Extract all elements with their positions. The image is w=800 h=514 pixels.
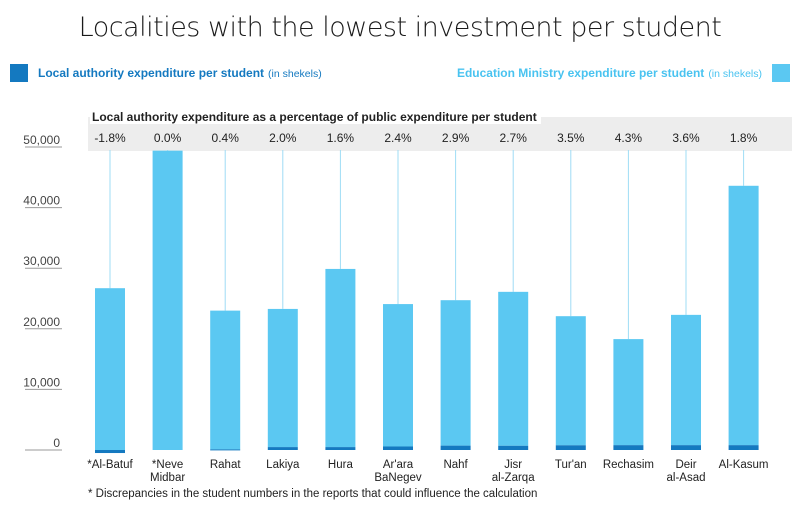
bar-ministry <box>671 314 701 446</box>
category-label: Rahat <box>210 459 241 471</box>
y-tick-label: 30,000 <box>23 254 60 268</box>
bar-ministry <box>325 268 356 448</box>
category-label: Al-Kasum <box>719 459 769 471</box>
legend-swatch-local <box>10 64 28 82</box>
bar-local <box>210 449 241 451</box>
bar-local <box>498 445 529 450</box>
percent-label: 0.4% <box>212 131 240 145</box>
y-tick-label: 0 <box>53 436 60 450</box>
category-label: Tur'an <box>555 459 587 471</box>
category-label: *Al-Batuf <box>87 459 133 471</box>
percent-label: -1.8% <box>94 131 126 145</box>
legend-label-ministry: Education Ministry expenditure per stude… <box>456 66 705 80</box>
percent-label: 1.6% <box>327 131 355 145</box>
percentage-strip-title: Local authority expenditure as a percent… <box>90 110 541 124</box>
category-label: *Neve <box>152 459 183 471</box>
y-tick-label: 50,000 <box>23 133 60 147</box>
percent-label: 1.8% <box>730 131 758 145</box>
bar-ministry <box>267 308 298 448</box>
category-label: Rechasim <box>603 459 654 471</box>
bar-local <box>267 447 298 450</box>
bar-ministry <box>498 291 529 446</box>
legend-label-local: Local authority expenditure per student <box>38 66 265 80</box>
category-label: BaNegev <box>374 472 422 484</box>
bar-local <box>728 445 759 450</box>
percent-label: 3.5% <box>557 131 585 145</box>
bar-local <box>613 445 644 450</box>
category-label: Lakiya <box>266 459 300 471</box>
legend-education-ministry: Education Ministry expenditure per stude… <box>457 64 790 82</box>
y-tick-label: 40,000 <box>23 194 60 208</box>
bar-local <box>325 447 356 450</box>
bar-local <box>383 446 413 450</box>
bar-ministry <box>613 339 644 446</box>
legend-swatch-ministry <box>772 64 790 82</box>
y-tick-label: 10,000 <box>23 375 60 389</box>
percent-label: 2.7% <box>500 131 528 145</box>
percent-label: 4.3% <box>615 131 643 145</box>
bar-local <box>555 445 586 450</box>
bar-ministry <box>152 150 183 451</box>
footnote: * Discrepancies in the student numbers i… <box>88 488 538 500</box>
category-label: Deir <box>675 459 696 471</box>
bar-ministry <box>210 310 241 450</box>
category-label: Midbar <box>150 472 185 484</box>
bar-ministry <box>383 304 413 447</box>
bar-local <box>671 445 701 450</box>
percent-label: 2.4% <box>384 131 412 145</box>
chart-title: Localities with the lowest investment pe… <box>78 12 722 43</box>
bar-local <box>95 450 125 454</box>
legend-local-authority: Local authority expenditure per student(… <box>10 64 322 82</box>
percent-label: 2.9% <box>442 131 470 145</box>
bar-ministry <box>440 300 471 446</box>
legend-unit-ministry: (in shekels) <box>708 68 762 80</box>
category-label: Ar'ara <box>383 459 414 471</box>
bar-ministry <box>728 185 759 446</box>
bar-local <box>440 445 471 450</box>
bar-ministry <box>555 316 586 446</box>
category-label: Nahf <box>443 459 468 471</box>
y-tick-label: 20,000 <box>23 315 60 329</box>
category-label: Jisr <box>504 459 522 471</box>
category-label: al-Zarqa <box>492 472 535 484</box>
percent-label: 3.6% <box>672 131 700 145</box>
percent-label: 0.0% <box>154 131 182 145</box>
percent-label: 2.0% <box>269 131 297 145</box>
category-label: al-Asad <box>667 472 706 484</box>
bar-ministry <box>95 288 125 450</box>
legend-unit-local: (in shekels) <box>268 68 322 80</box>
category-label: Hura <box>328 459 354 471</box>
